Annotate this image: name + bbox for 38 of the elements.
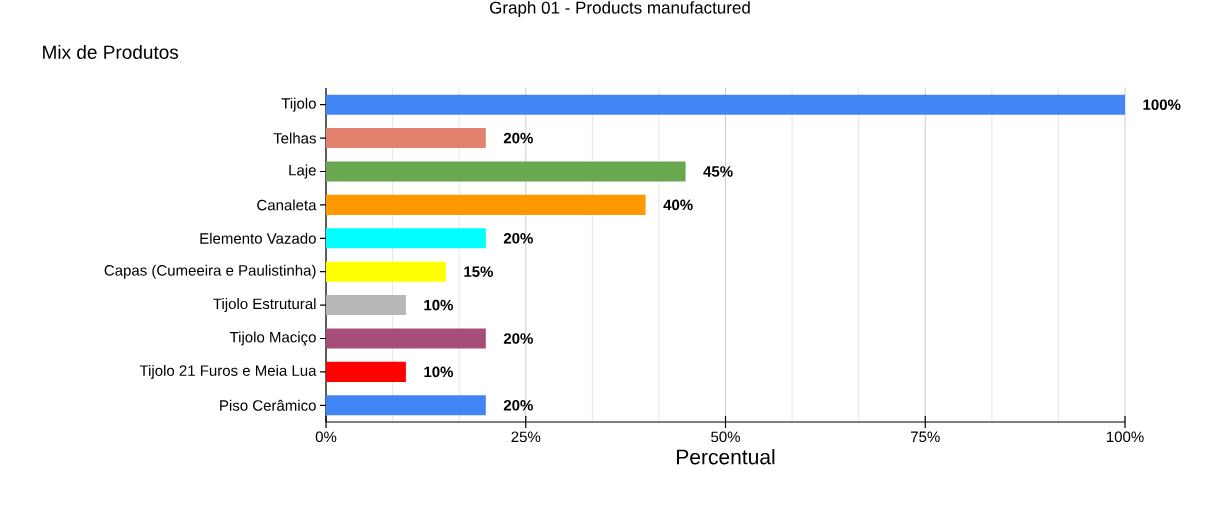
y-tick-label: Tijolo Estrutural <box>213 298 316 313</box>
bar <box>326 361 406 382</box>
data-label: 45% <box>703 166 733 177</box>
y-tick-label: Elemento Vazado <box>200 232 316 244</box>
y-tick-label: Capas (Cumeeira e Paulistinha) <box>104 264 316 279</box>
y-tick-label: Laje <box>289 164 316 179</box>
data-label: 20% <box>503 232 533 244</box>
data-label: 100% <box>1143 99 1181 110</box>
x-tick-label: 75% <box>911 431 940 443</box>
data-label: 20% <box>503 333 533 344</box>
x-axis-title: Percentual <box>677 448 775 465</box>
text: Mix de Produtos <box>43 45 179 59</box>
data-label: 10% <box>424 299 454 311</box>
x-tick-label: 50% <box>711 431 740 443</box>
bar <box>326 228 486 249</box>
x-tick-label: 25% <box>511 431 541 443</box>
y-tick-label: Piso Cerâmico <box>220 399 316 411</box>
bar <box>326 94 1126 115</box>
caption: Graph 01 - Products manufactured <box>489 1 750 18</box>
bar <box>326 328 486 349</box>
bar <box>326 261 446 282</box>
data-label: 40% <box>663 199 693 211</box>
bar <box>326 161 686 182</box>
bar <box>326 194 646 215</box>
y-tick-label: Canaleta <box>257 199 317 211</box>
y-tick-label: Tijolo 21 Furos e Meia Lua <box>139 364 317 379</box>
data-label: 10% <box>424 366 454 378</box>
y-tick-label: Telhas <box>273 132 316 144</box>
y-tick-label: Tijolo <box>281 97 316 112</box>
bar <box>326 295 406 316</box>
data-label: 15% <box>464 266 493 277</box>
x-tick-label: 0% <box>315 431 337 443</box>
data-label: 20% <box>503 399 533 411</box>
bar <box>326 395 486 416</box>
y-tick-label: Tijolo Maciço <box>229 331 316 346</box>
data-label: 20% <box>503 132 533 144</box>
x-tick-label: 100% <box>1106 431 1144 443</box>
bar <box>326 128 486 149</box>
